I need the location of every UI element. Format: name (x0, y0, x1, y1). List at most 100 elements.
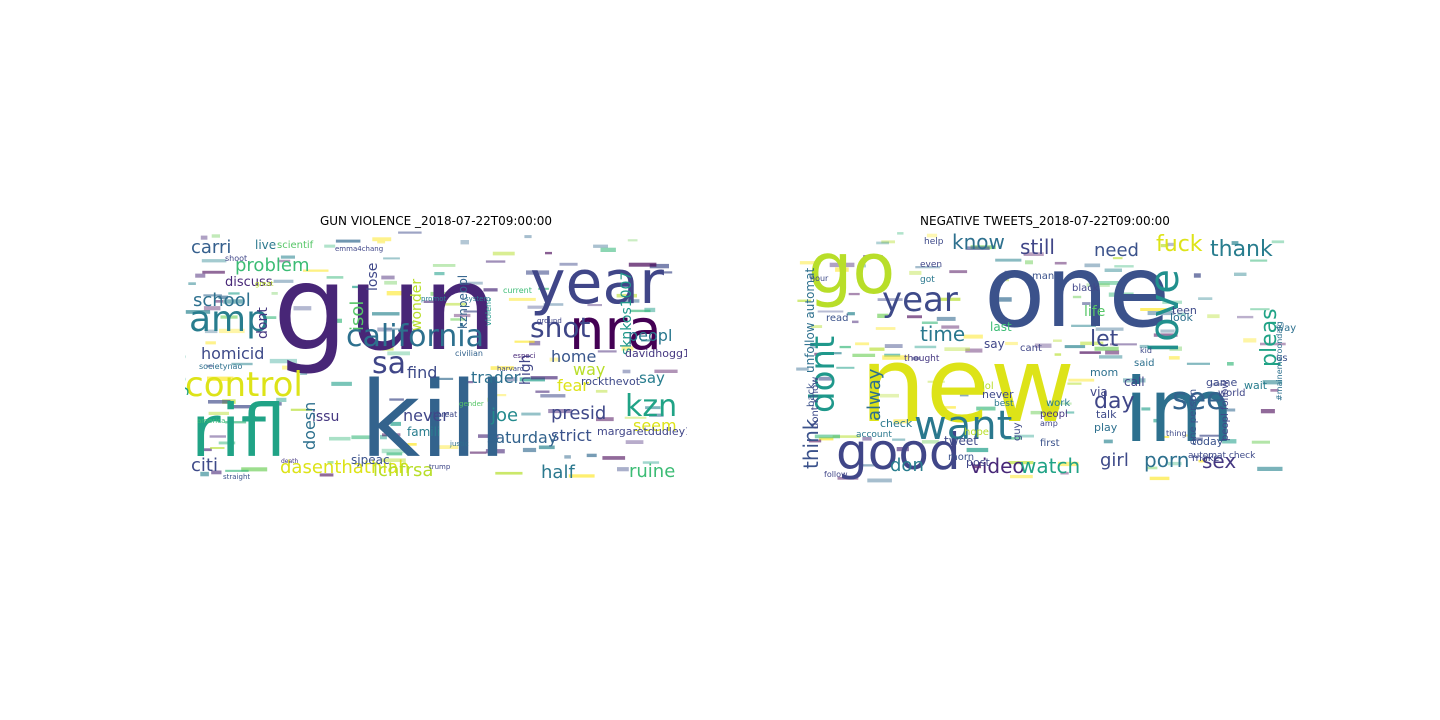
filler-word-mark (1260, 342, 1286, 346)
filler-word-mark (972, 464, 981, 469)
filler-word-mark (485, 260, 506, 263)
word: ruine (629, 461, 675, 482)
filler-word-mark (264, 316, 277, 319)
filler-word-mark (559, 262, 578, 266)
filler-word-mark (645, 406, 661, 410)
filler-word-mark (877, 313, 889, 318)
filler-word-mark (966, 447, 989, 453)
filler-word-mark (1023, 252, 1044, 256)
word: watch (1020, 454, 1080, 478)
word: need (1094, 240, 1139, 261)
word: wait (1244, 379, 1268, 392)
word: good (836, 423, 961, 481)
filler-word-mark (1199, 434, 1223, 437)
filler-word-mark (847, 312, 855, 316)
filler-word-mark (907, 315, 922, 319)
filler-word-mark (1193, 273, 1201, 278)
filler-word-mark (832, 435, 861, 438)
word: joe (490, 405, 518, 426)
filler-word-mark (1008, 461, 1034, 465)
filler-word-mark (630, 309, 651, 313)
filler-word-mark (1227, 362, 1234, 366)
filler-word-mark (383, 257, 400, 260)
filler-word-mark (884, 353, 901, 357)
filler-word-mark (867, 478, 892, 483)
word: teen (1172, 304, 1197, 317)
filler-word-mark (1108, 292, 1134, 297)
word: rifl (191, 389, 286, 473)
word: alway (864, 368, 885, 421)
word: best (994, 399, 1014, 409)
filler-word-mark (839, 345, 851, 349)
filler-word-mark (203, 306, 221, 311)
filler-word-mark (649, 413, 664, 417)
filler-word-mark (439, 302, 467, 306)
filler-word-mark (381, 275, 395, 280)
word: saturday (487, 428, 557, 447)
filler-word-mark (814, 352, 821, 356)
filler-word-mark (1030, 410, 1057, 415)
filler-word-mark (1094, 346, 1119, 351)
word: gun (273, 239, 497, 377)
filler-word-mark (1177, 312, 1186, 316)
filler-word-mark (1257, 466, 1283, 471)
filler-word-mark (538, 445, 555, 450)
word: amp (189, 299, 269, 340)
filler-word-mark (819, 437, 834, 441)
filler-word-mark (432, 264, 456, 267)
filler-word-mark (814, 434, 840, 439)
filler-word-mark (822, 352, 842, 355)
filler-word-mark (1186, 362, 1210, 365)
filler-word-mark (1104, 268, 1122, 272)
filler-word-mark (543, 303, 564, 306)
word: dont (255, 307, 271, 339)
filler-word-mark (1260, 409, 1275, 414)
word: time (920, 322, 965, 346)
filler-word-mark (1054, 353, 1062, 356)
word: game (1206, 376, 1237, 389)
word: #mainemeroondaig (1275, 321, 1284, 401)
filler-word-mark (522, 447, 537, 453)
filler-word-mark (796, 367, 809, 371)
filler-word-mark (478, 434, 499, 438)
word: trader (471, 368, 521, 387)
filler-word-mark (995, 258, 1022, 262)
filler-word-mark (602, 456, 626, 460)
filler-word-mark (1099, 355, 1123, 359)
filler-word-mark (963, 334, 983, 339)
filler-word-mark (460, 240, 469, 245)
filler-word-mark (377, 241, 386, 244)
filler-word-mark (223, 299, 244, 304)
filler-word-mark (797, 299, 812, 302)
word: thought (904, 354, 940, 364)
filler-word-mark (290, 408, 312, 411)
word: control (185, 365, 303, 405)
filler-word-mark (386, 291, 409, 296)
word: margaretdudley1 (597, 425, 687, 438)
filler-word-mark (1123, 378, 1146, 383)
filler-word-mark (653, 271, 673, 274)
word: follow (824, 470, 848, 479)
word: emma4chang (335, 245, 383, 253)
word: death (281, 458, 299, 465)
filler-word-mark (1167, 461, 1182, 466)
word: peopl follow (1220, 381, 1231, 441)
filler-word-mark (1025, 260, 1033, 265)
word: homicid (201, 344, 264, 363)
filler-word-mark (1250, 308, 1270, 311)
filler-word-mark (492, 251, 515, 256)
filler-word-mark (324, 244, 336, 248)
filler-word-mark (1234, 272, 1247, 276)
word: one person (1188, 389, 1199, 445)
filler-word-mark (380, 434, 387, 440)
filler-word-mark (381, 346, 394, 351)
filler-word-mark (1270, 389, 1279, 392)
filler-word-mark (372, 237, 392, 242)
filler-word-mark (548, 409, 572, 414)
filler-word-mark (897, 232, 904, 235)
filler-word-mark (282, 365, 299, 370)
word: harvard (497, 365, 524, 373)
word: one (984, 233, 1170, 350)
filler-word-mark (208, 411, 229, 415)
filler-word-mark (1237, 315, 1254, 319)
